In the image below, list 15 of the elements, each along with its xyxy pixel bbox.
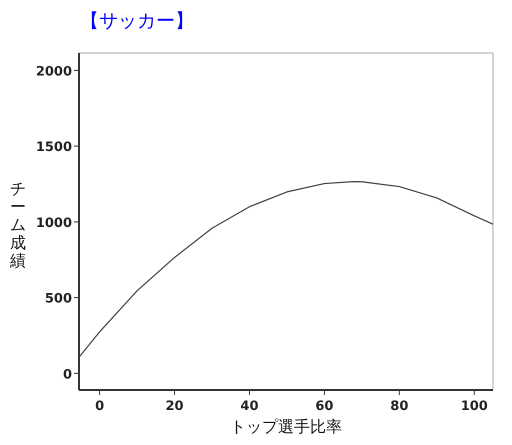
x-tick-label: 100	[460, 399, 488, 414]
x-tick-label: 80	[390, 399, 408, 414]
y-tick-label: 0	[62, 367, 72, 382]
chart-title: 【サッカー】	[80, 10, 194, 32]
y-tick-label: 1500	[36, 140, 72, 156]
x-tick-label: 0	[95, 399, 104, 414]
y-tick-label: 2000	[36, 64, 72, 80]
x-tick-label: 20	[165, 399, 184, 414]
x-axis-title: トップ選手比率	[230, 417, 342, 436]
x-tick-label: 40	[240, 399, 259, 414]
line-series	[78, 180, 494, 358]
y-tick-label: 500	[44, 292, 72, 307]
x-tick-label: 60	[315, 399, 334, 414]
y-tick-label: 1000	[36, 216, 72, 231]
y-axis-title: チーム成績	[9, 179, 26, 270]
